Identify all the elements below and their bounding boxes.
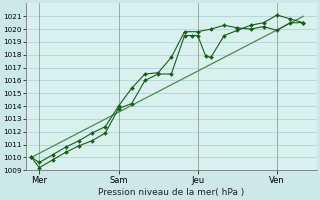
X-axis label: Pression niveau de la mer( hPa ): Pression niveau de la mer( hPa ) bbox=[98, 188, 244, 197]
